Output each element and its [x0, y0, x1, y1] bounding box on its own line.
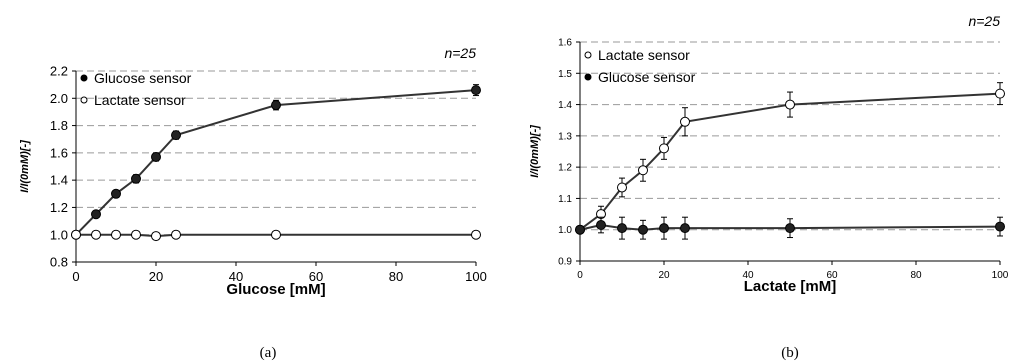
- x-tick-label: 100: [465, 269, 487, 284]
- data-point-filled: [638, 224, 648, 235]
- y-tick-label: 1.2: [50, 200, 68, 215]
- x-tick-label: 80: [910, 270, 922, 281]
- data-point-filled: [91, 209, 101, 220]
- series-line: [75, 89, 477, 236]
- y-tick-label: 1.4: [50, 173, 68, 188]
- y-tick-label: 1.8: [50, 118, 68, 133]
- data-point-filled: [471, 85, 481, 96]
- panel-label: (a): [260, 345, 277, 361]
- x-tick-label: 60: [309, 269, 323, 284]
- data-point-open: [659, 143, 669, 154]
- x-tick-label: 20: [149, 269, 163, 284]
- data-point-open: [995, 88, 1005, 99]
- data-point-open: [151, 231, 161, 242]
- legend-marker-filled: [80, 74, 88, 82]
- legend-label: Lactate sensor: [598, 47, 690, 63]
- y-tick-label: 1.5: [558, 69, 572, 80]
- y-axis-title: I/I(0mM)[-]: [19, 140, 31, 193]
- y-tick-label: 1.3: [558, 131, 572, 142]
- data-point-open: [131, 229, 141, 240]
- y-tick-label: 1.2: [558, 163, 572, 174]
- y-tick-label: 1.0: [50, 227, 68, 242]
- legend-marker-open: [80, 96, 88, 104]
- data-point-filled: [785, 223, 795, 234]
- legend-label: Glucose sensor: [598, 69, 696, 85]
- y-tick-label: 1.0: [558, 225, 572, 236]
- n-label: n=25: [444, 45, 476, 61]
- chart-a: 0.8 1.0 1.2 1.4 1.6 1.8 2.0 2.2 0 20 40 60 80 100 Gluc…: [19, 45, 487, 361]
- legend-label: Lactate sensor: [94, 92, 186, 108]
- data-point-open: [785, 99, 795, 110]
- data-point-filled: [680, 223, 690, 234]
- y-tick-label: 1.4: [558, 100, 572, 111]
- x-tick-label: 100: [992, 270, 1009, 281]
- data-point-filled: [271, 100, 281, 111]
- y-tick-label: 1.6: [558, 38, 572, 49]
- panel-label: (b): [781, 345, 799, 361]
- data-point-filled: [171, 130, 181, 141]
- data-point-open: [111, 229, 121, 240]
- x-tick-label: 0: [72, 269, 79, 284]
- data-point-filled: [111, 188, 121, 199]
- x-axis-title: Lactate [mM]: [744, 278, 837, 295]
- data-point-open: [71, 229, 81, 240]
- x-axis-title: Glucose [mM]: [226, 281, 325, 298]
- data-point-open: [471, 229, 481, 240]
- x-tick-label: 40: [742, 270, 754, 281]
- chart-b: 0.9 1.0 1.1 1.2 1.3 1.4 1.5 1.6 0 20 40 60 80 100 Lact…: [529, 13, 1009, 361]
- y-tick-label: 0.9: [558, 257, 572, 268]
- data-point-open: [680, 116, 690, 127]
- data-point-filled: [575, 224, 585, 235]
- data-point-open: [271, 229, 281, 240]
- y-tick-label: 2.2: [50, 64, 68, 79]
- y-tick-label: 1.6: [50, 145, 68, 160]
- data-point-open: [91, 229, 101, 240]
- data-point-filled: [659, 223, 669, 234]
- y-tick-label: 1.1: [558, 194, 572, 205]
- y-axis-title: I/I(0mM)[-]: [529, 125, 541, 178]
- y-tick-label: 2.0: [50, 91, 68, 106]
- x-tick-label: 20: [658, 270, 670, 281]
- data-point-filled: [131, 173, 141, 184]
- data-point-open: [638, 165, 648, 176]
- x-tick-label: 0: [577, 270, 583, 281]
- data-point-open: [617, 182, 627, 193]
- data-point-filled: [596, 220, 606, 231]
- n-label: n=25: [968, 13, 1000, 29]
- x-tick-label: 80: [389, 269, 403, 284]
- data-point-filled: [151, 151, 161, 162]
- data-point-filled: [995, 221, 1005, 232]
- legend-marker-filled: [584, 73, 592, 81]
- x-tick-label: 40: [229, 269, 243, 284]
- data-point-filled: [617, 223, 627, 234]
- legend-label: Glucose sensor: [94, 70, 192, 86]
- series-line: [579, 92, 1001, 231]
- data-point-open: [171, 229, 181, 240]
- x-tick-label: 60: [826, 270, 838, 281]
- legend-marker-open: [584, 51, 592, 59]
- y-tick-label: 0.8: [50, 255, 68, 270]
